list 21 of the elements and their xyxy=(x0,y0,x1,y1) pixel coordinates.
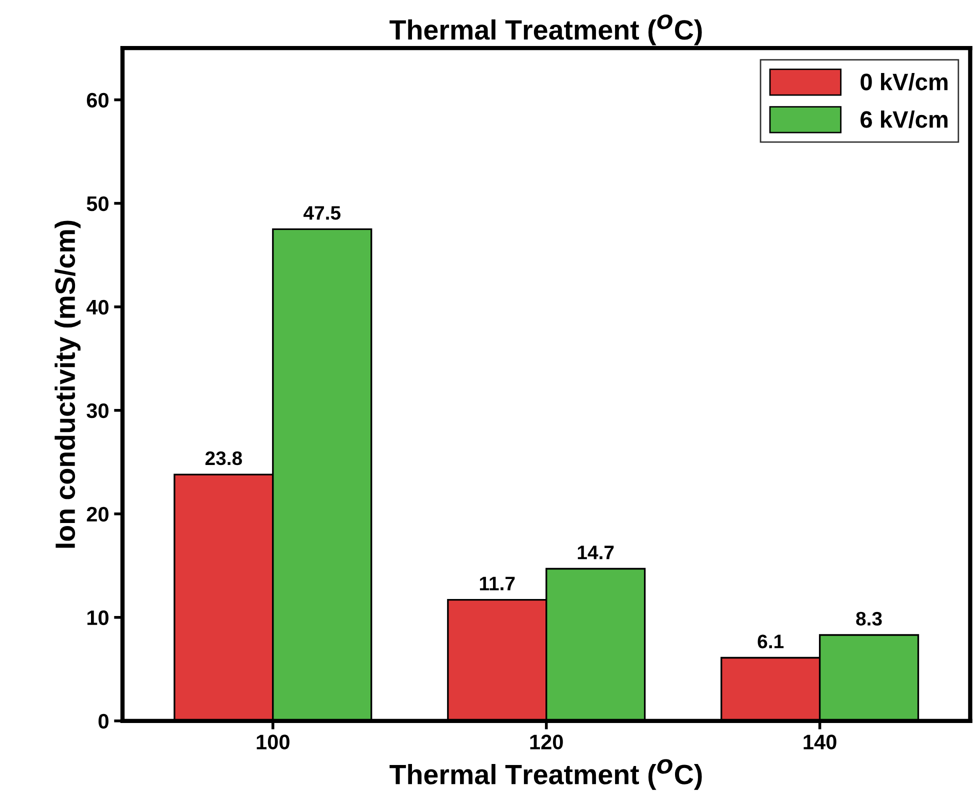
data-label: 8.3 xyxy=(856,612,882,626)
data-label: 14.7 xyxy=(578,546,614,560)
y-axis-title: Ion conductivity (mS/cm) xyxy=(54,220,81,548)
legend-label: 0 kV/cm xyxy=(860,72,948,91)
legend-label: 6 kV/cm xyxy=(860,110,948,128)
y-tick-label: 0 xyxy=(98,714,108,729)
y-tick-label: 40 xyxy=(86,300,108,315)
x-tick-label: 120 xyxy=(530,734,563,750)
data-label: 11.7 xyxy=(480,576,515,590)
data-label: 47.5 xyxy=(303,206,340,220)
x-axis-title: Thermal Treatment ($^{O}$C) xyxy=(390,759,702,790)
y-tick-label: 60 xyxy=(86,92,108,108)
y-tick-label: 30 xyxy=(86,403,108,418)
y-tick-label: 50 xyxy=(86,196,108,212)
data-label: 23.8 xyxy=(205,451,242,466)
y-tick-label: 20 xyxy=(86,506,108,522)
x-tick-label: 140 xyxy=(804,734,836,750)
data-label: 6.1 xyxy=(758,634,784,648)
y-tick-label: 10 xyxy=(87,610,108,626)
chart-title: Thermal Treatment ($^{O}$C) xyxy=(390,14,702,46)
x-tick-label: 100 xyxy=(256,734,290,750)
